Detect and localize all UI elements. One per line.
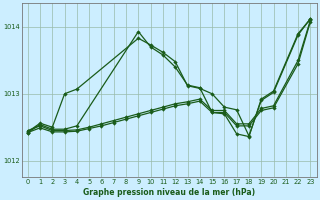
X-axis label: Graphe pression niveau de la mer (hPa): Graphe pression niveau de la mer (hPa) [83, 188, 255, 197]
